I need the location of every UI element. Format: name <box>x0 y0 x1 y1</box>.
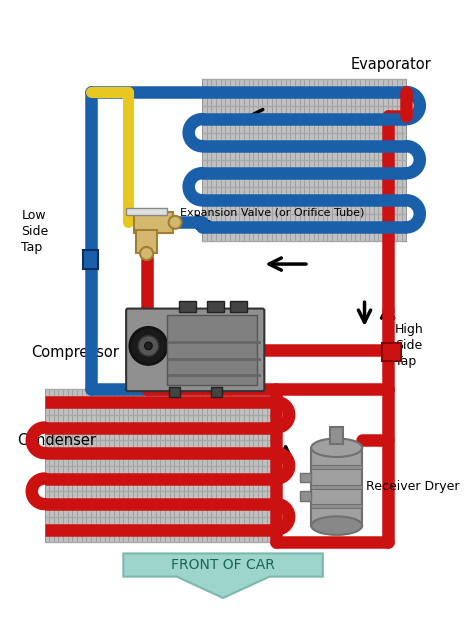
Bar <box>83 250 98 269</box>
Bar <box>311 504 362 508</box>
Text: Compressor: Compressor <box>31 344 118 360</box>
Bar <box>179 301 196 312</box>
Text: High
Side
Tap: High Side Tap <box>395 323 424 368</box>
Bar <box>382 343 401 362</box>
Text: Receiver Dryer: Receiver Dryer <box>366 480 459 493</box>
Text: Condenser: Condenser <box>17 433 96 448</box>
Bar <box>207 301 224 312</box>
Circle shape <box>169 216 182 229</box>
Circle shape <box>145 342 152 349</box>
Circle shape <box>130 327 167 365</box>
Polygon shape <box>123 554 323 598</box>
Bar <box>167 315 257 385</box>
FancyBboxPatch shape <box>126 308 264 391</box>
Bar <box>126 208 167 214</box>
Bar <box>136 230 157 253</box>
Text: FRONT OF CAR: FRONT OF CAR <box>171 557 275 571</box>
Bar <box>210 387 222 397</box>
Bar <box>134 212 173 233</box>
Ellipse shape <box>311 439 362 457</box>
Bar <box>330 427 343 444</box>
Bar <box>230 301 247 312</box>
Bar <box>311 447 362 526</box>
Bar <box>202 78 406 241</box>
Text: Evaporator: Evaporator <box>351 57 431 72</box>
Text: Low
Side
Tap: Low Side Tap <box>21 209 48 254</box>
Bar <box>300 473 311 482</box>
Bar <box>311 465 362 469</box>
Bar <box>300 491 311 501</box>
Ellipse shape <box>311 516 362 535</box>
Text: Expansion Valve (or Orifice Tube): Expansion Valve (or Orifice Tube) <box>180 208 365 218</box>
Bar <box>169 387 180 397</box>
Bar <box>311 485 362 489</box>
Circle shape <box>140 247 153 260</box>
Circle shape <box>138 336 159 356</box>
Bar <box>45 389 276 542</box>
